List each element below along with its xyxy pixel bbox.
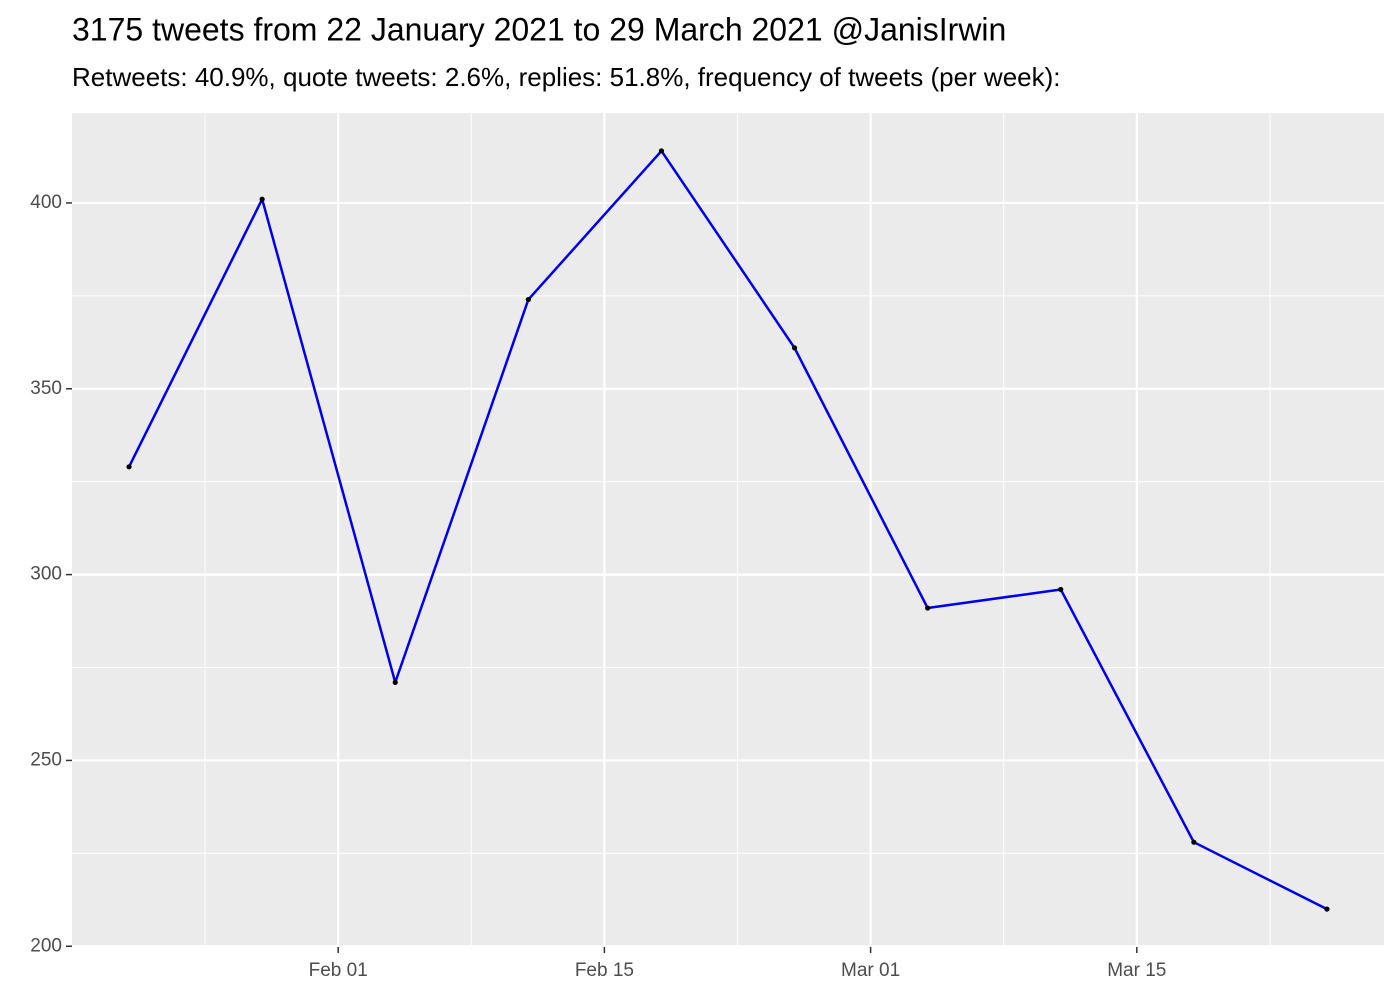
x-tick-label: Mar 01 xyxy=(841,960,900,981)
chart-subtitle: Retweets: 40.9%, quote tweets: 2.6%, rep… xyxy=(72,62,1061,92)
data-point xyxy=(259,196,265,202)
data-point xyxy=(1324,906,1330,912)
data-point xyxy=(925,605,931,611)
data-point xyxy=(392,679,398,685)
data-point xyxy=(1191,839,1197,845)
chart-title: 3175 tweets from 22 January 2021 to 29 M… xyxy=(72,11,1006,47)
y-tick-label: 250 xyxy=(30,749,62,770)
plot-panel xyxy=(72,113,1384,947)
x-tick-label: Mar 15 xyxy=(1107,960,1166,981)
x-tick-label: Feb 15 xyxy=(575,960,634,981)
y-tick-label: 400 xyxy=(30,192,62,213)
data-point xyxy=(791,345,798,351)
data-point xyxy=(658,148,665,154)
data-line xyxy=(127,149,1328,911)
data-point xyxy=(1058,586,1064,593)
y-tick-label: 300 xyxy=(30,564,62,585)
x-tick-label: Feb 01 xyxy=(309,960,368,981)
data-point xyxy=(525,296,531,303)
data-point xyxy=(126,464,132,470)
y-tick-label: 200 xyxy=(30,935,62,956)
y-tick-label: 350 xyxy=(30,378,62,399)
